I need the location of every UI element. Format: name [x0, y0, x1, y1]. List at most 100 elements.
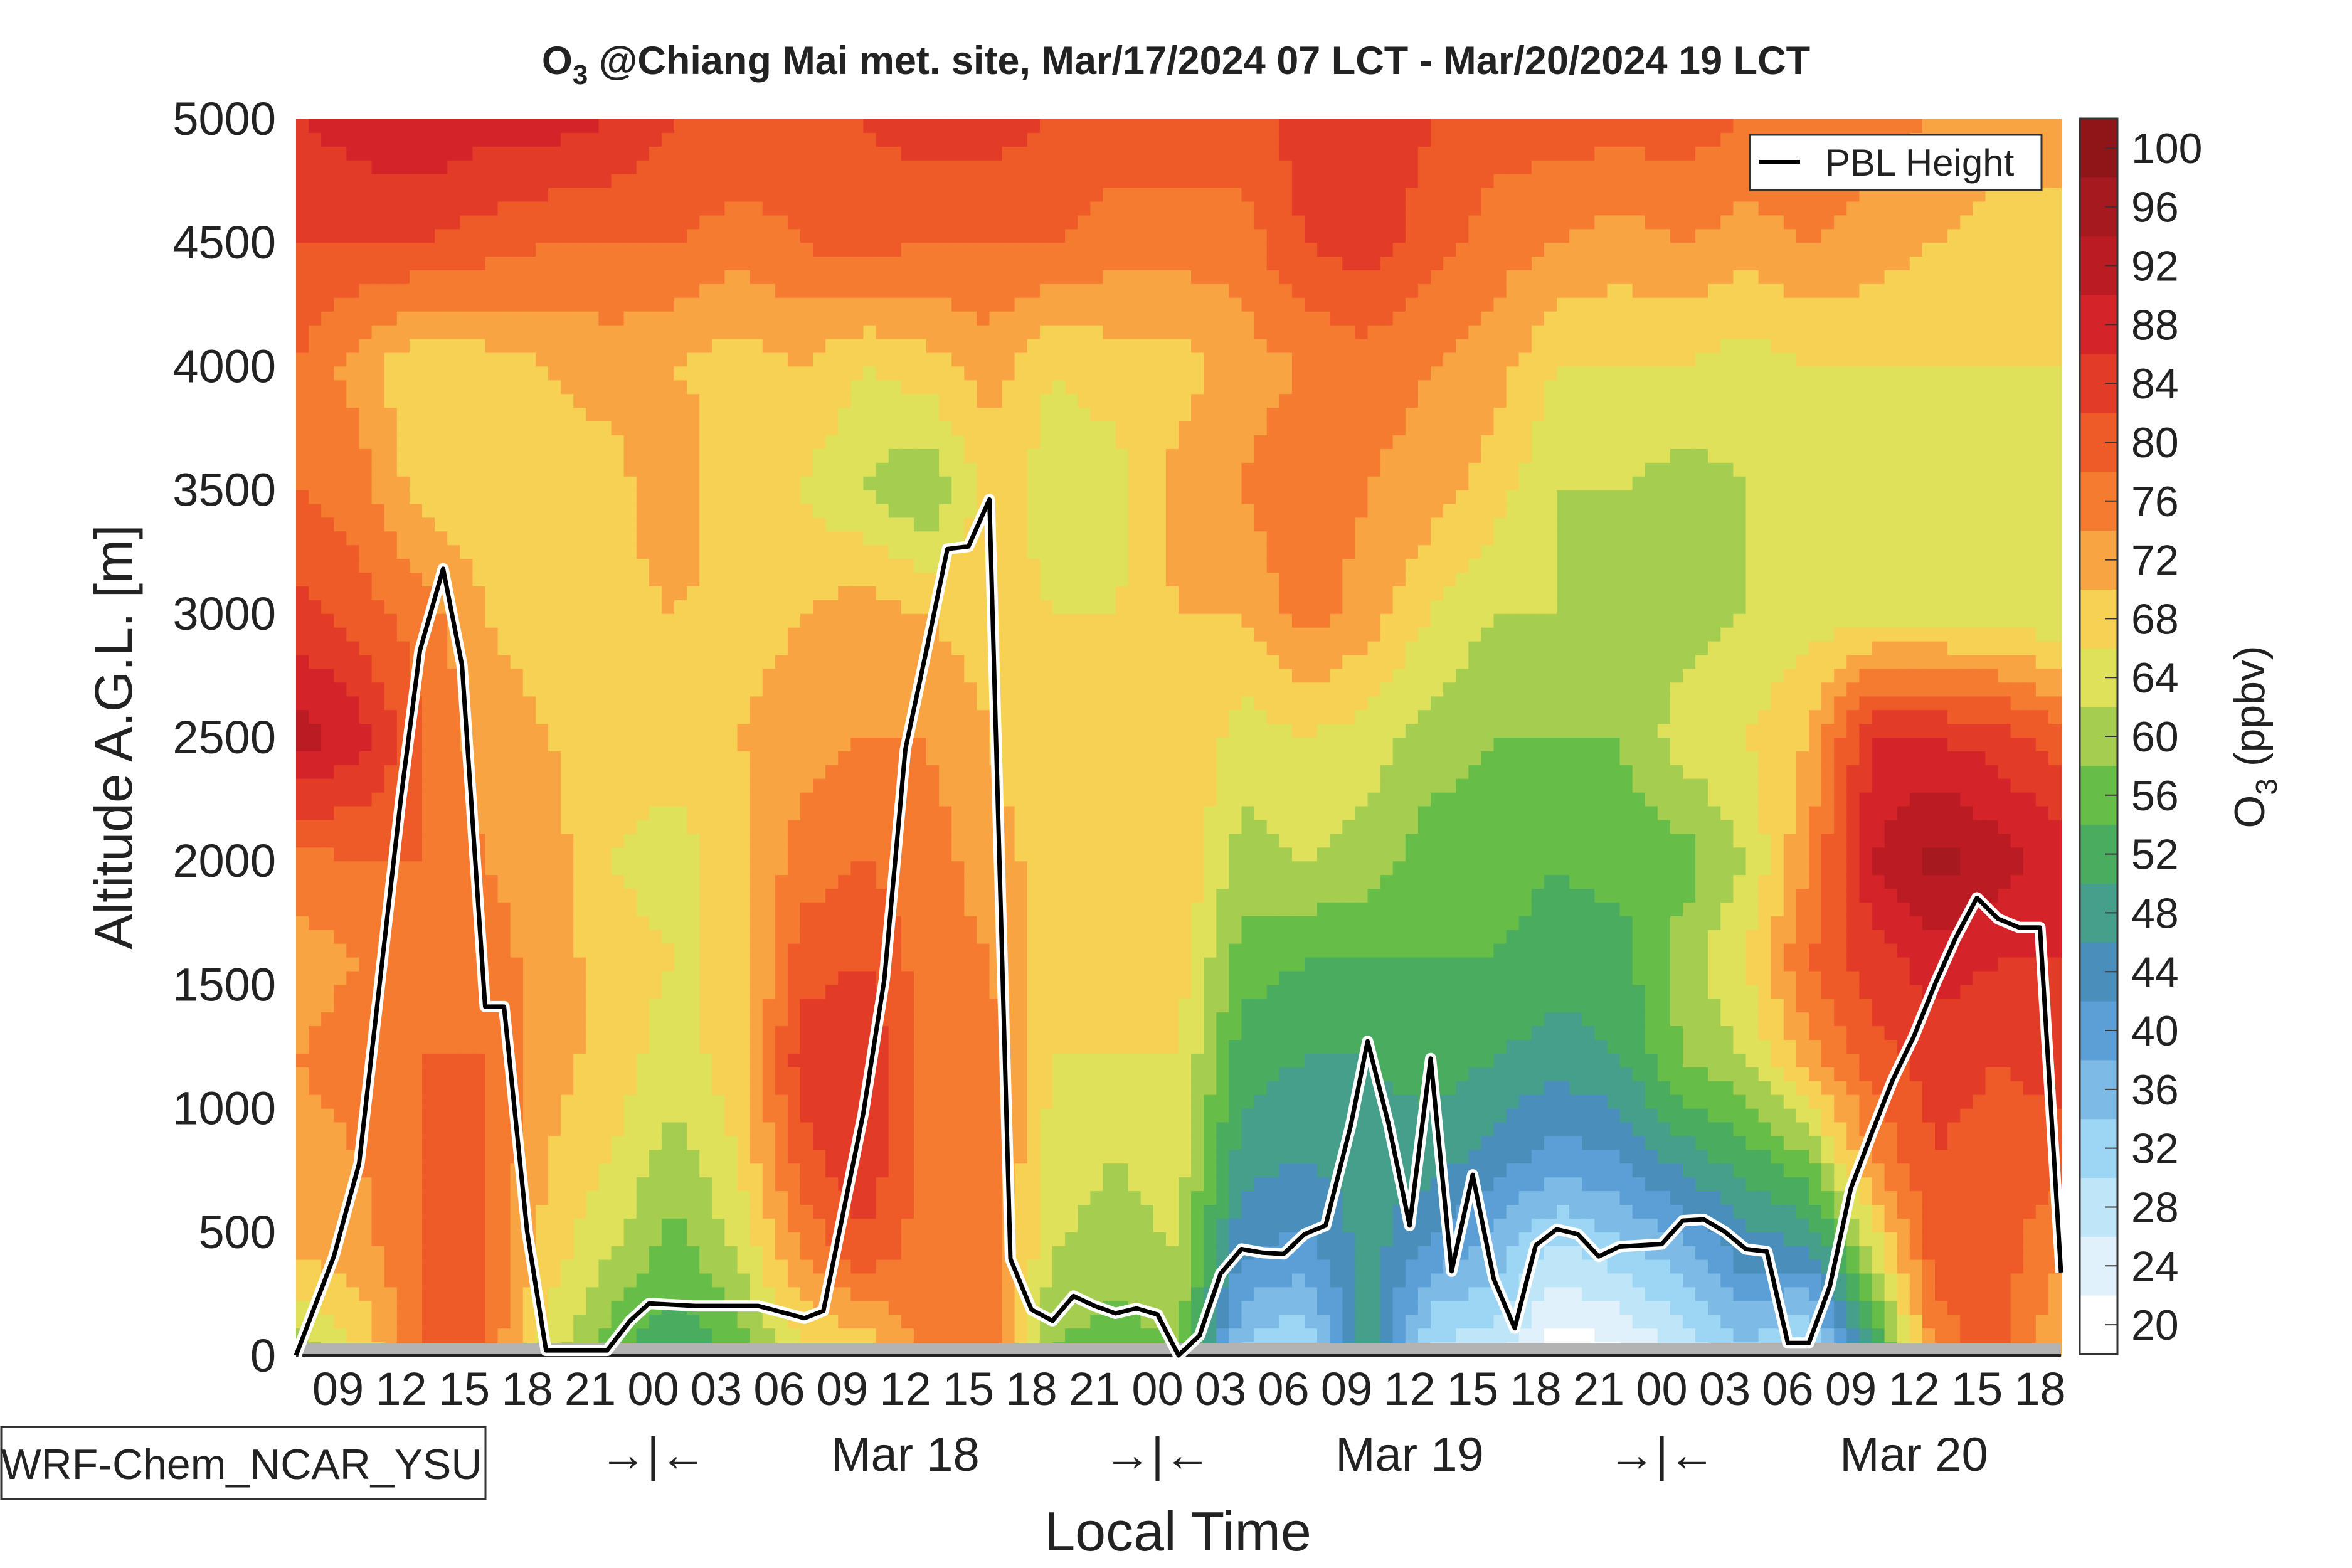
contour-cell: [598, 833, 612, 848]
contour-cell: [687, 503, 701, 518]
contour-cell: [460, 462, 474, 477]
contour-cell: [510, 531, 524, 546]
contour-cell: [699, 1259, 713, 1274]
contour-cell: [699, 572, 713, 586]
contour-cell: [863, 586, 877, 600]
contour-cell: [447, 379, 461, 395]
contour-cell: [548, 1314, 562, 1329]
contour-cell: [497, 888, 511, 903]
contour-cell: [838, 462, 852, 477]
contour-cell: [535, 1121, 549, 1136]
contour-cell: [460, 489, 474, 504]
contour-cell: [712, 393, 726, 408]
contour-cell: [800, 297, 814, 312]
contour-cell: [636, 1053, 650, 1067]
contour-cell: [396, 1259, 410, 1274]
contour-cell: [775, 119, 788, 133]
contour-cell: [712, 297, 726, 312]
contour-cell: [435, 1121, 448, 1136]
contour-cell: [334, 819, 347, 834]
contour-cell: [901, 901, 914, 916]
contour-cell: [321, 998, 335, 1013]
contour-cell: [485, 696, 499, 711]
contour-cell: [460, 215, 474, 230]
contour-cell: [522, 833, 536, 848]
contour-cell: [334, 640, 347, 655]
contour-cell: [573, 1177, 587, 1192]
contour-cell: [321, 778, 335, 793]
contour-cell: [649, 119, 662, 133]
contour-cell: [535, 819, 549, 834]
contour-cell: [396, 943, 410, 958]
contour-cell: [460, 119, 474, 133]
contour-cell: [636, 613, 650, 628]
contour-cell: [334, 1108, 347, 1123]
contour-cell: [787, 792, 801, 807]
contour-cell: [636, 915, 650, 930]
contour-cell: [522, 805, 536, 820]
contour-cell: [497, 1286, 511, 1301]
contour-cell: [888, 1121, 902, 1136]
contour-cell: [435, 544, 448, 559]
contour-cell: [334, 984, 347, 999]
contour-cell: [334, 544, 347, 559]
contour-cell: [409, 956, 423, 972]
contour-cell: [296, 915, 310, 930]
contour-cell: [346, 448, 360, 463]
contour-cell: [649, 503, 662, 518]
contour-cell: [472, 448, 486, 463]
contour-cell: [813, 407, 827, 421]
contour-cell: [813, 874, 827, 889]
contour-cell: [888, 696, 902, 711]
contour-cell: [371, 379, 385, 395]
contour-cell: [485, 861, 499, 876]
contour-cell: [522, 1053, 536, 1067]
contour-cell: [901, 228, 914, 243]
contour-cell: [787, 599, 801, 614]
contour-cell: [435, 778, 448, 793]
contour-cell: [951, 613, 965, 628]
contour-cell: [724, 1025, 738, 1040]
contour-cell: [762, 558, 776, 573]
contour-cell: [813, 517, 827, 532]
contour-cell: [522, 1121, 536, 1136]
contour-cell: [649, 324, 662, 339]
contour-cell: [586, 517, 600, 532]
contour-cell: [548, 421, 562, 435]
contour-cell: [611, 475, 625, 490]
contour-cell: [775, 778, 788, 793]
contour-cell: [296, 1204, 310, 1219]
contour-cell: [863, 489, 877, 504]
contour-cell: [472, 379, 486, 395]
contour-cell: [460, 1108, 474, 1123]
contour-cell: [535, 379, 549, 395]
contour-cell: [838, 668, 852, 683]
contour-cell: [787, 833, 801, 848]
contour-cell: [775, 723, 788, 738]
contour-cell: [699, 475, 713, 490]
contour-cell: [964, 1217, 978, 1232]
contour-cell: [724, 970, 738, 985]
contour-cell: [409, 297, 423, 312]
contour-cell: [510, 462, 524, 477]
contour-cell: [901, 1286, 914, 1301]
contour-cell: [951, 1080, 965, 1095]
contour-cell: [586, 352, 600, 367]
contour-cell: [396, 874, 410, 889]
contour-cell: [863, 723, 877, 738]
contour-cell: [384, 750, 398, 765]
contour-cell: [598, 696, 612, 711]
contour-cell: [888, 475, 902, 490]
contour-cell: [636, 723, 650, 738]
contour-cell: [396, 119, 410, 133]
contour-cell: [636, 489, 650, 504]
contour-cell: [346, 1245, 360, 1260]
contour-cell: [573, 984, 587, 999]
contour-cell: [334, 1066, 347, 1081]
contour-cell: [888, 998, 902, 1013]
contour-cell: [435, 297, 448, 312]
contour-cell: [750, 448, 763, 463]
contour-cell: [472, 572, 486, 586]
contour-cell: [447, 338, 461, 353]
contour-cell: [598, 517, 612, 532]
